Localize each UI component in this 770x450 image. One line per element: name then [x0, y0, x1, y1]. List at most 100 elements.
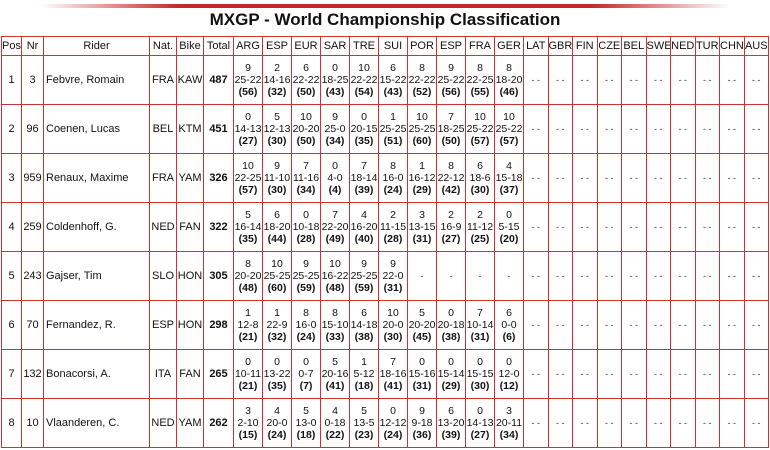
result-cell: 0 14-13 (27) — [233, 104, 263, 154]
event-points: (48) — [238, 282, 258, 294]
result-empty: - - — [694, 153, 720, 203]
column-header: SUI — [378, 36, 408, 56]
race-points: 10-14 — [466, 319, 494, 331]
race-points: 20-20 — [292, 123, 320, 135]
race-points: 22-22 — [292, 74, 320, 86]
result-empty: - - — [523, 349, 549, 399]
qualifying-points: 3 — [245, 405, 251, 417]
column-header: CHN — [719, 36, 745, 56]
result-cell: 9 25-22 (56) — [233, 55, 263, 105]
column-header: ARG — [233, 36, 263, 56]
event-points: (52) — [412, 86, 432, 98]
result-cell: 10 25-22 (57) — [465, 104, 495, 154]
result-empty: - — [494, 251, 524, 301]
result-cell: 4 16-20 (40) — [349, 202, 379, 252]
result-empty: - - — [572, 300, 598, 350]
qualifying-points: 2 — [390, 209, 396, 221]
column-header: Pos — [1, 36, 22, 56]
result-empty: - - — [572, 251, 598, 301]
qualifying-points: 8 — [448, 160, 454, 172]
race-points: 13-22 — [263, 368, 291, 380]
column-header: Total — [203, 36, 234, 56]
race-points: 14-18 — [350, 319, 378, 331]
race-points: 13-20 — [437, 417, 465, 429]
event-points: (34) — [296, 184, 316, 196]
result-empty: - - — [547, 153, 573, 203]
event-points: (48) — [325, 282, 345, 294]
race-points: 25-25 — [379, 123, 407, 135]
result-cell: 9 25-0 (34) — [320, 104, 350, 154]
qualifying-points: 3 — [506, 405, 512, 417]
event-points: (31) — [383, 282, 403, 294]
qualifying-points: 0 — [477, 405, 483, 417]
event-points: (30) — [470, 380, 490, 392]
event-points: (60) — [267, 282, 287, 294]
rider-name: Fernandez, R. — [43, 300, 150, 350]
result-empty: - - — [596, 398, 622, 448]
position: 6 — [1, 300, 22, 350]
event-points: (24) — [296, 331, 316, 343]
race-points: 16-12 — [408, 172, 436, 184]
race-points: 25-22 — [234, 74, 262, 86]
result-cell: 5 20-16 (41) — [320, 349, 350, 399]
result-cell: 6 15-22 (43) — [378, 55, 408, 105]
result-empty: - - — [645, 55, 671, 105]
result-empty: - - — [719, 55, 745, 105]
total-points: 326 — [203, 153, 234, 203]
event-points: (55) — [470, 86, 490, 98]
result-empty: - - — [645, 300, 671, 350]
total-points: 305 — [203, 251, 234, 301]
event-points: (35) — [267, 380, 287, 392]
result-cell: 3 13-15 (31) — [407, 202, 437, 252]
qualifying-points: 0 — [477, 356, 483, 368]
qualifying-points: 0 — [506, 356, 512, 368]
result-cell: 2 11-15 (28) — [378, 202, 408, 252]
event-points: (31) — [470, 331, 490, 343]
qualifying-points: 6 — [506, 307, 512, 319]
result-empty: - - — [719, 104, 745, 154]
result-empty: - - — [572, 104, 598, 154]
result-empty: - - — [694, 398, 720, 448]
event-points: (7) — [299, 380, 313, 392]
race-points: 25-22 — [437, 74, 465, 86]
race-points: 2-10 — [237, 417, 259, 429]
qualifying-points: 8 — [332, 307, 338, 319]
total-points: 487 — [203, 55, 234, 105]
rider-name: Gajser, Tim — [43, 251, 150, 301]
bike: FAN — [176, 349, 204, 399]
result-empty: - - — [572, 202, 598, 252]
event-points: (28) — [383, 233, 403, 245]
race-points: 25-0 — [324, 123, 346, 135]
event-points: (38) — [441, 331, 461, 343]
event-points: (29) — [412, 184, 432, 196]
qualifying-points: 5 — [332, 356, 338, 368]
qualifying-points: 4 — [274, 405, 280, 417]
event-points: (25) — [470, 233, 490, 245]
race-points: 18-20 — [263, 221, 291, 233]
qualifying-points: 0 — [303, 209, 309, 221]
position: 8 — [1, 398, 22, 448]
event-points: (34) — [325, 135, 345, 147]
result-cell: 4 20-0 (24) — [262, 398, 292, 448]
result-cell: 0 12-12 (24) — [378, 398, 408, 448]
race-points: 22-22 — [408, 74, 436, 86]
race-points: 16-0 — [382, 172, 404, 184]
result-cell: 2 16-9 (27) — [436, 202, 466, 252]
result-cell: 0 5-15 (20) — [494, 202, 524, 252]
result-empty: - - — [670, 202, 696, 252]
race-points: 0-7 — [298, 368, 314, 380]
column-header: Rider — [43, 36, 150, 56]
race-points: 22-25 — [234, 172, 262, 184]
qualifying-points: 0 — [245, 111, 251, 123]
result-cell: 10 22-22 (54) — [349, 55, 379, 105]
event-points: (31) — [412, 233, 432, 245]
number: 132 — [21, 349, 44, 399]
result-empty: - - — [523, 55, 549, 105]
result-cell: 8 22-22 (52) — [407, 55, 437, 105]
race-points: 25-25 — [263, 270, 291, 282]
race-points: 9-18 — [411, 417, 433, 429]
column-header: SWE — [645, 36, 671, 56]
event-points: (21) — [238, 380, 258, 392]
qualifying-points: 5 — [274, 111, 280, 123]
result-empty: - - — [694, 104, 720, 154]
